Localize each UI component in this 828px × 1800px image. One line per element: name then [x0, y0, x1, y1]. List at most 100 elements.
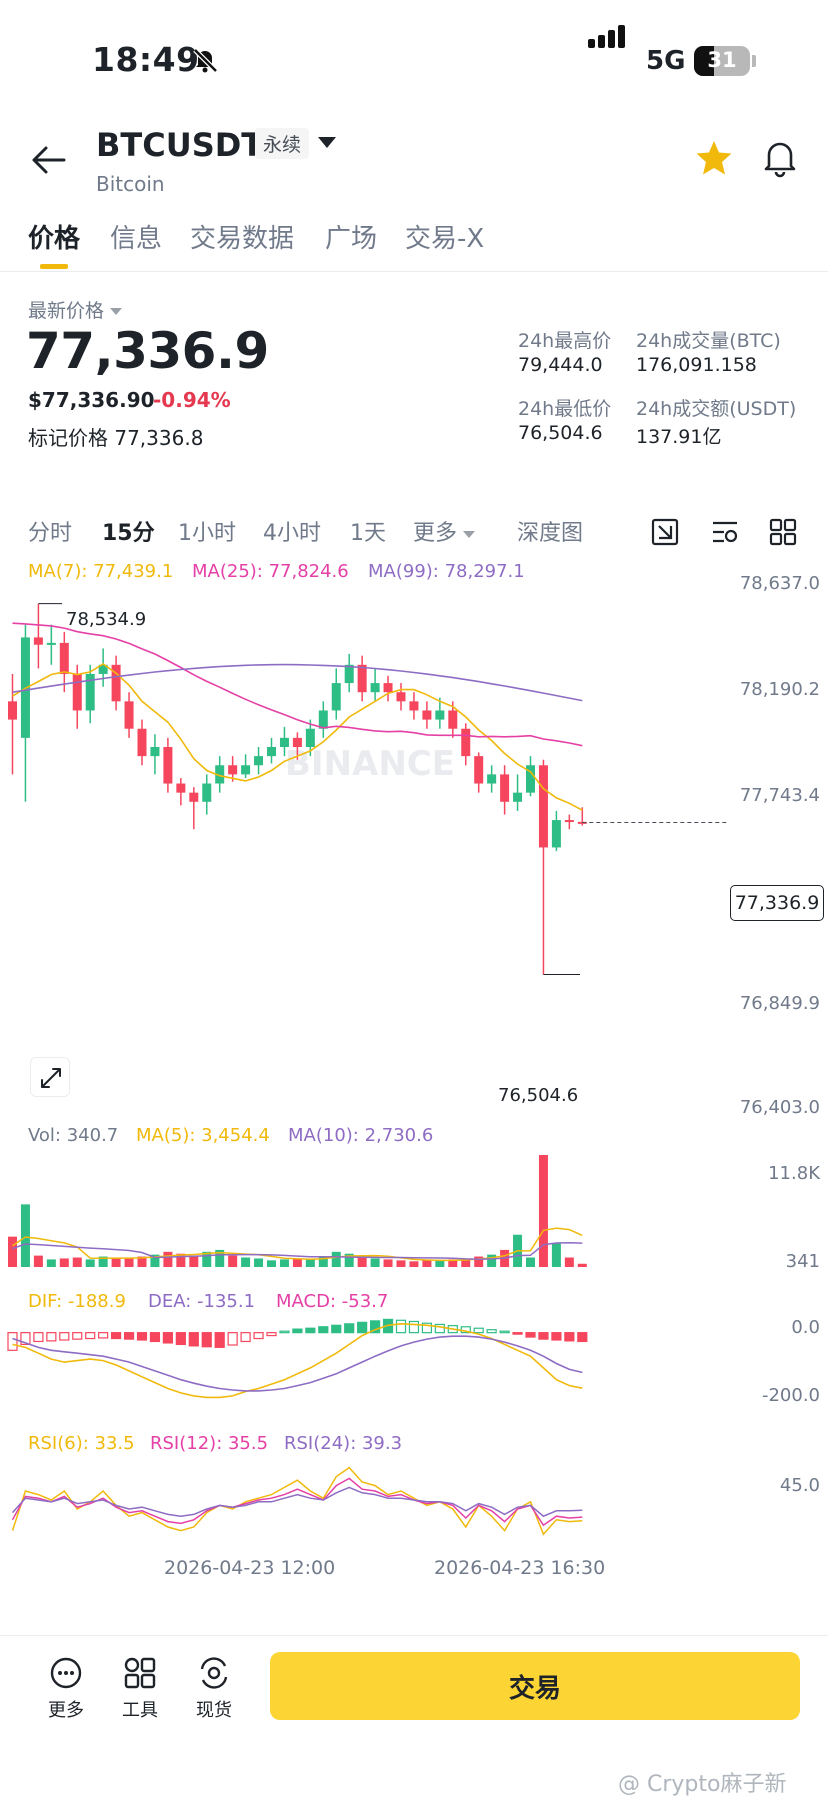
macd-hist-bar — [253, 1332, 264, 1340]
macd-hist-bar — [551, 1332, 562, 1341]
more-button[interactable]: 更多 — [36, 1656, 96, 1722]
volume-bar — [20, 1204, 30, 1267]
chart-area[interactable]: BINANCE MA(7): 77,439.1 MA(25): 77,824.6… — [0, 555, 828, 1615]
indicator-settings-icon[interactable] — [710, 517, 740, 547]
symbol-title[interactable]: BTCUSDT — [96, 126, 264, 164]
interval-more[interactable]: 更多 — [413, 515, 476, 547]
battery-icon: 31 — [694, 46, 750, 76]
candle-body — [487, 774, 497, 784]
dif-line — [12, 1322, 583, 1399]
volume-bar — [487, 1254, 497, 1267]
grid-layout-icon[interactable] — [768, 517, 798, 547]
bottom-action-bar: 更多 工具 现货 交易 @ Crypto麻子新 — [0, 1635, 828, 1800]
usd-price: $77,336.90 — [28, 388, 155, 412]
interval-line[interactable]: 分时 — [28, 521, 73, 546]
more-label: 更多 — [48, 1700, 84, 1721]
macd-hist-bar — [240, 1332, 251, 1343]
volume-bar — [409, 1261, 419, 1267]
back-arrow-icon[interactable] — [28, 140, 68, 180]
volume-bar — [305, 1259, 315, 1267]
macd-hist-bar — [33, 1332, 44, 1343]
coin-name: Bitcoin — [96, 172, 165, 196]
interval-15m[interactable]: 15分 — [102, 521, 155, 546]
macd-label: MACD: -53.7 — [276, 1291, 389, 1312]
candle-body — [422, 710, 432, 720]
macd-hist-bar — [318, 1326, 329, 1334]
caret-down-icon — [110, 308, 123, 315]
change-percent: -0.94% — [153, 388, 231, 412]
header: BTCUSDT 永续 Bitcoin — [0, 110, 828, 210]
notification-bell-icon[interactable] — [762, 138, 798, 178]
macd-hist-bar — [85, 1332, 96, 1340]
ma99-line — [12, 663, 583, 702]
favorite-star-icon[interactable] — [694, 138, 734, 178]
macd-hist-bar — [395, 1319, 407, 1334]
volume-bar — [33, 1255, 43, 1267]
volume-bar — [124, 1258, 134, 1267]
volume-bar — [279, 1259, 289, 1267]
candle-body — [564, 820, 574, 823]
volume-bar — [215, 1249, 225, 1267]
candle-body — [124, 701, 134, 729]
macd-hist-bar — [201, 1332, 212, 1348]
tools-button[interactable]: 工具 — [110, 1656, 170, 1722]
tab-trade-x[interactable]: 交易-X — [405, 224, 485, 254]
vol-ma10-label: MA(10): 2,730.6 — [288, 1125, 434, 1146]
volume-bar — [176, 1253, 186, 1267]
low-annotation: 76,504.6 — [498, 1085, 579, 1106]
bell-off-icon — [193, 48, 218, 73]
dif-label: DIF: -188.9 — [28, 1291, 126, 1312]
volume-bar — [228, 1255, 238, 1267]
y-axis-tick: 78,190.2 — [739, 679, 820, 700]
macd-hist-bar — [59, 1332, 70, 1341]
volume-bar — [474, 1256, 484, 1267]
volume-bar — [396, 1260, 406, 1267]
macd-hist-bar — [512, 1332, 523, 1335]
candle-body — [448, 710, 458, 729]
volume-bar — [331, 1251, 341, 1267]
spot-button[interactable]: 现货 — [184, 1656, 244, 1722]
candle-body — [357, 664, 367, 693]
tab-square[interactable]: 广场 — [325, 224, 378, 254]
caret-down-icon — [463, 530, 476, 538]
candle-body — [254, 756, 264, 766]
symbol-dropdown-icon[interactable] — [318, 137, 336, 148]
interval-1d[interactable]: 1天 — [350, 521, 386, 546]
volume-bar — [564, 1257, 574, 1267]
macd-hist-bar — [408, 1320, 420, 1334]
macd-hist-bar — [564, 1332, 575, 1342]
macd-hist-bar — [123, 1332, 135, 1340]
interval-4h[interactable]: 4小时 — [263, 521, 321, 546]
candle-body — [396, 692, 406, 702]
candlestick-chart[interactable]: BINANCE — [0, 555, 828, 1615]
tab-info[interactable]: 信息 — [110, 224, 163, 254]
main-tabs: 价格 信息 交易数据 广场 交易-X — [0, 210, 828, 272]
candle-body — [163, 746, 173, 784]
volume-bar — [98, 1256, 108, 1267]
tab-trading-data[interactable]: 交易数据 — [190, 224, 295, 254]
rsi6-line — [11, 1466, 583, 1536]
latest-price-label[interactable]: 最新价格 — [28, 296, 123, 323]
macd-hist-bar — [344, 1323, 355, 1334]
fullscreen-button[interactable] — [30, 1057, 70, 1097]
tab-price[interactable]: 价格 — [28, 224, 81, 254]
chart-settings-icon[interactable] — [650, 517, 680, 547]
status-time: 18:49 — [92, 40, 200, 79]
interval-1h[interactable]: 1小时 — [178, 521, 236, 546]
candle-body — [72, 673, 82, 711]
volume-bar — [461, 1258, 471, 1267]
candle-body — [215, 765, 225, 784]
candle-body — [474, 756, 484, 784]
depth-chart-tab[interactable]: 深度图 — [517, 521, 584, 546]
vol-axis-tick: 341 — [785, 1251, 820, 1272]
macd-hist-bar — [266, 1332, 277, 1337]
network-type: 5G — [646, 46, 686, 76]
candle-body — [202, 783, 212, 802]
tools-label: 工具 — [122, 1700, 158, 1721]
macd-hist-bar — [72, 1332, 83, 1340]
candle-body — [344, 664, 354, 684]
macd-hist-bar — [434, 1323, 445, 1334]
trade-button[interactable]: 交易 — [270, 1652, 800, 1720]
y-axis-tick: 76,849.9 — [739, 993, 820, 1014]
expand-icon — [41, 1068, 61, 1088]
